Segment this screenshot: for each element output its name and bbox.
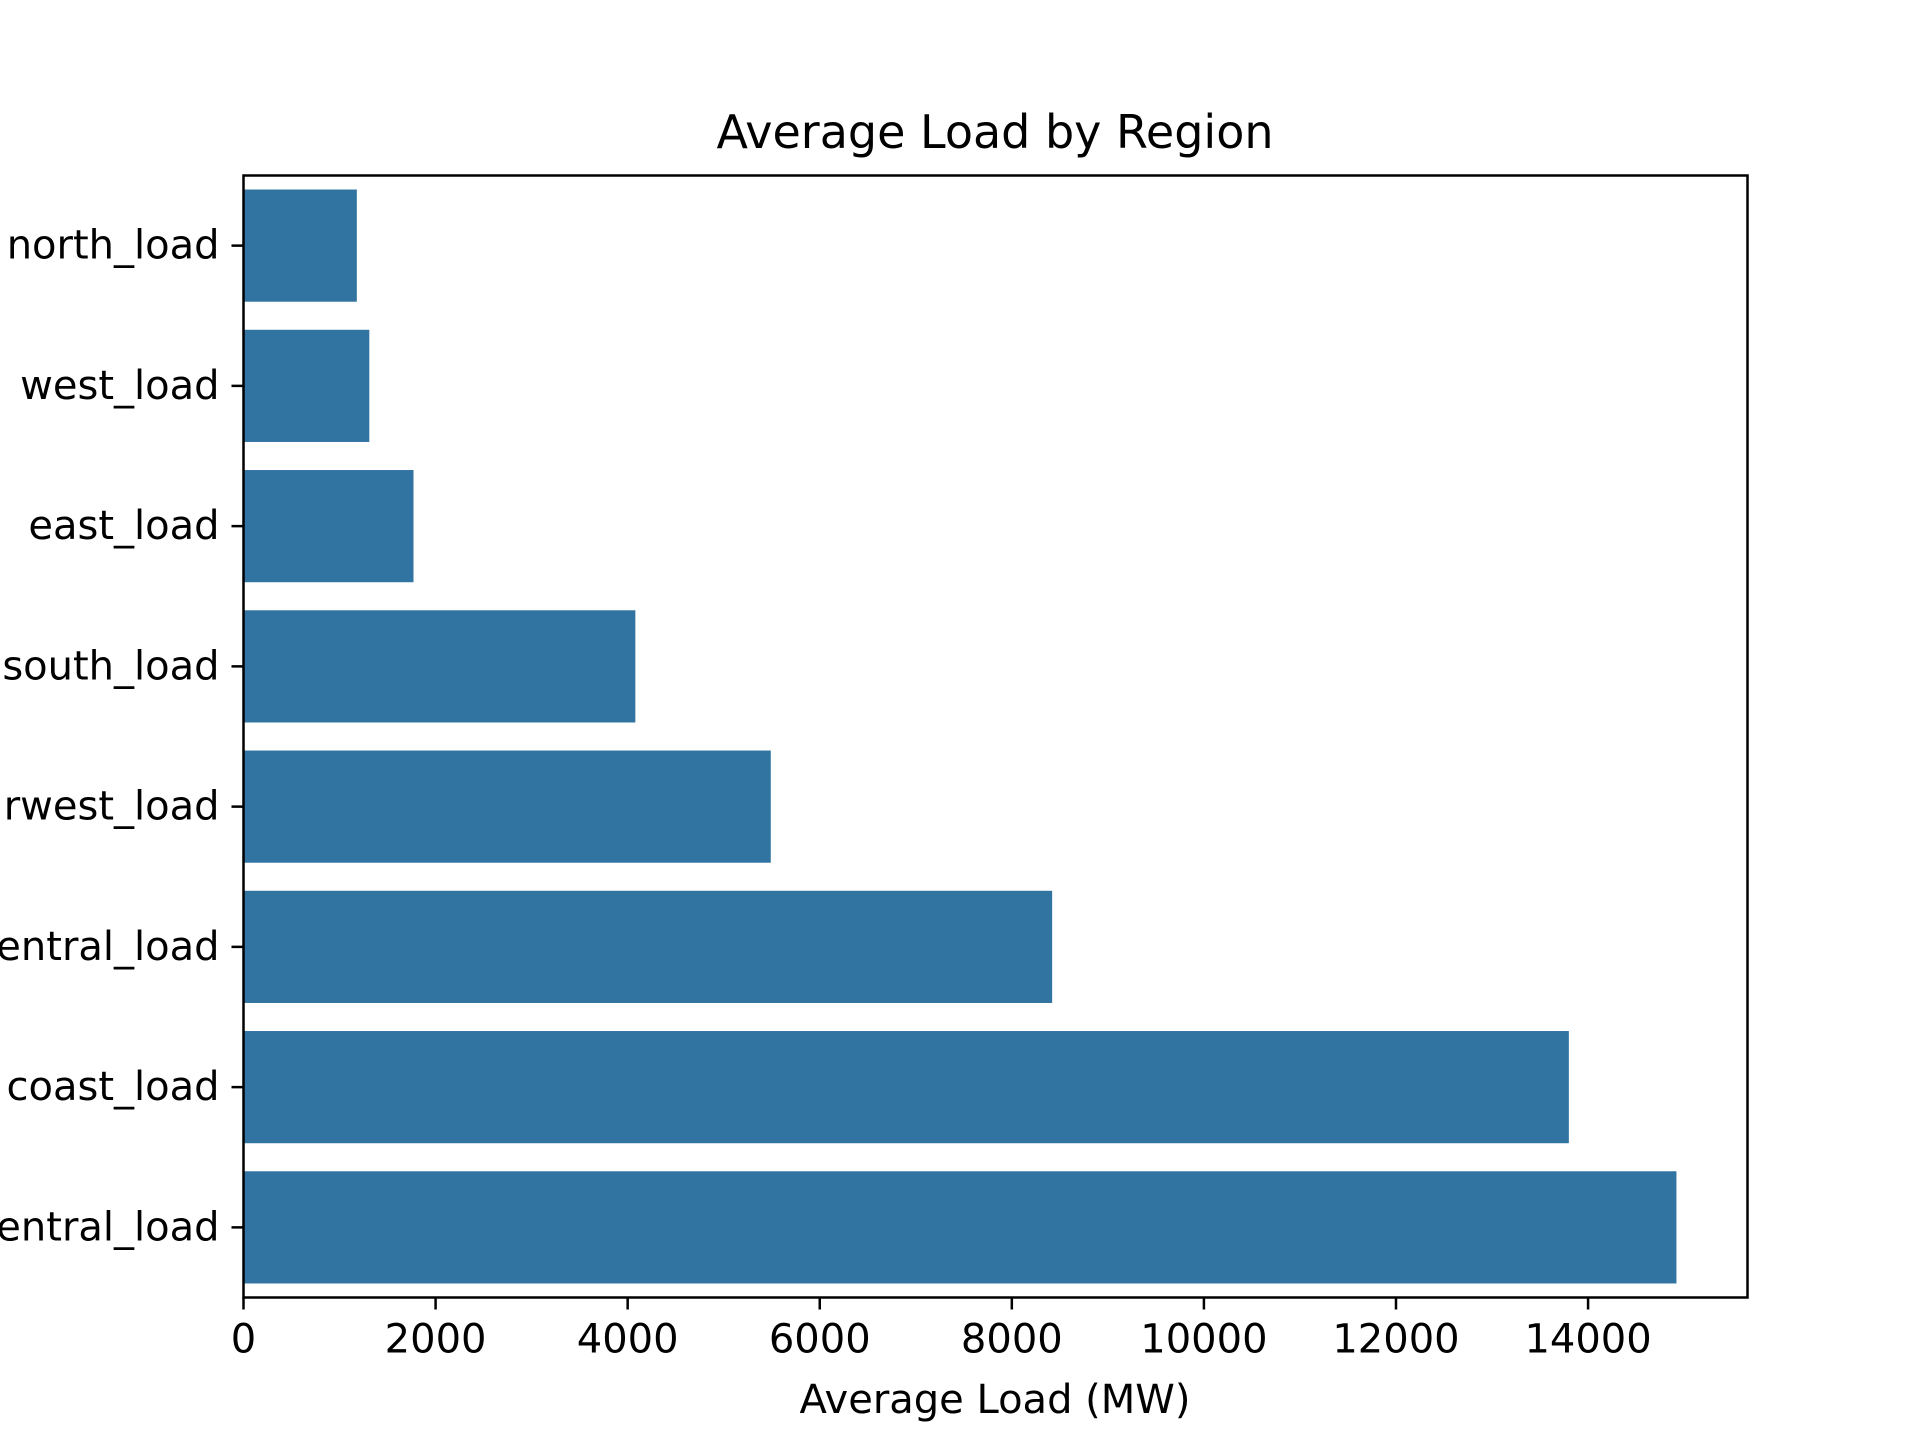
y-axis-ticks: north_load west_load east_load south_loadrw…	[0, 223, 244, 1250]
x-tick-label: 12000	[1332, 1317, 1459, 1363]
bars-layer	[243, 189, 1677, 1284]
y-tick-label: south_load	[2, 643, 219, 689]
bar-6	[243, 1031, 1569, 1144]
x-tick-label: 2000	[385, 1317, 487, 1363]
y-tick-label: west_load	[20, 363, 219, 409]
bar-2	[243, 470, 414, 583]
bar-7	[243, 1171, 1677, 1284]
y-tick-label: north_load	[7, 223, 220, 269]
x-axis-label: Average Load (MW)	[800, 1377, 1191, 1423]
bar-5	[243, 890, 1053, 1003]
x-tick-label: 10000	[1140, 1317, 1267, 1363]
x-tick-label: 6000	[769, 1317, 871, 1363]
bar-1	[243, 329, 370, 442]
x-tick-label: 4000	[577, 1317, 679, 1363]
y-tick-label: entral_load	[0, 924, 220, 970]
bar-0	[243, 189, 357, 302]
bar-3	[243, 610, 636, 723]
y-tick-label: entral_load	[0, 1204, 220, 1250]
plot-frame	[242, 174, 1749, 1299]
x-tick-label: 14000	[1524, 1317, 1651, 1363]
x-axis-ticks: 0 2000 4000 6000 8000 10000 12000 14000	[231, 1297, 1652, 1363]
y-tick-label: rwest_load	[4, 784, 220, 830]
bar-4	[243, 750, 771, 863]
y-tick-label: coast_load	[7, 1064, 220, 1110]
x-tick-label: 0	[231, 1317, 256, 1363]
x-tick-label: 8000	[961, 1317, 1063, 1363]
chart-title: Average Load by Region	[716, 105, 1273, 159]
y-tick-label: east_load	[28, 503, 219, 549]
